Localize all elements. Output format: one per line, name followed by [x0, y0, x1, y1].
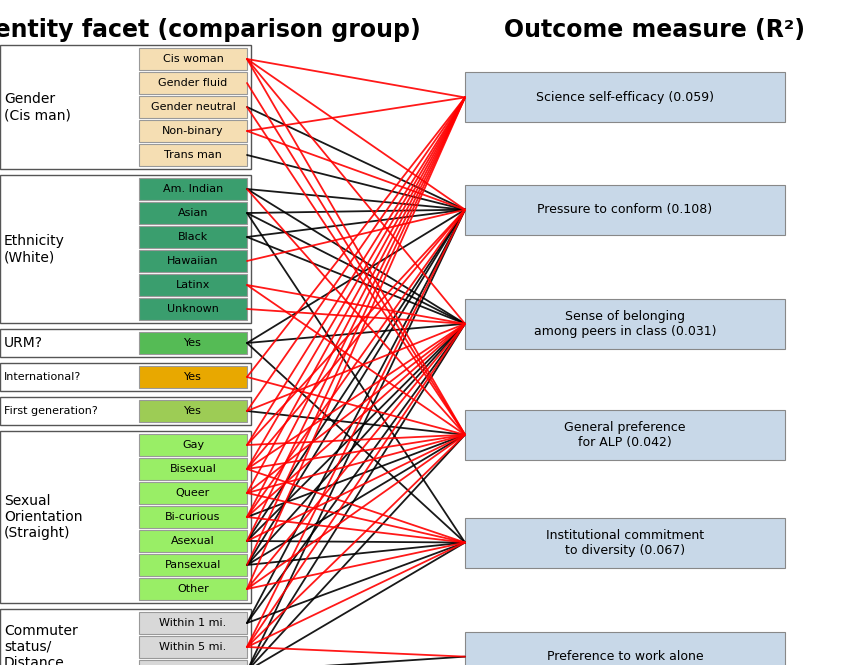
Text: Yes: Yes — [184, 372, 202, 382]
Text: Asian: Asian — [177, 208, 208, 218]
Text: Institutional commitment
to diversity (0.067): Institutional commitment to diversity (0… — [546, 529, 704, 557]
Text: International?: International? — [4, 372, 81, 382]
Text: Yes: Yes — [184, 406, 202, 416]
FancyBboxPatch shape — [139, 178, 247, 200]
FancyBboxPatch shape — [139, 274, 247, 296]
Text: Latinx: Latinx — [176, 280, 210, 290]
Text: Identity facet (comparison group): Identity facet (comparison group) — [0, 18, 421, 42]
FancyBboxPatch shape — [139, 48, 247, 70]
FancyBboxPatch shape — [139, 144, 247, 166]
FancyBboxPatch shape — [139, 506, 247, 528]
Text: Bisexual: Bisexual — [170, 464, 217, 474]
FancyBboxPatch shape — [465, 299, 785, 348]
Text: Science self-efficacy (0.059): Science self-efficacy (0.059) — [536, 91, 714, 104]
FancyBboxPatch shape — [139, 332, 247, 354]
FancyBboxPatch shape — [139, 482, 247, 504]
FancyBboxPatch shape — [465, 632, 785, 665]
Text: Within 5 mi.: Within 5 mi. — [159, 642, 226, 652]
Text: Queer: Queer — [176, 488, 210, 498]
Text: Asexual: Asexual — [171, 536, 215, 546]
FancyBboxPatch shape — [139, 226, 247, 248]
Text: Hawaiian: Hawaiian — [167, 256, 219, 266]
FancyBboxPatch shape — [139, 458, 247, 480]
FancyBboxPatch shape — [139, 636, 247, 658]
FancyBboxPatch shape — [139, 400, 247, 422]
Text: Within 1 mi.: Within 1 mi. — [159, 618, 226, 628]
Text: Gender
(Cis man): Gender (Cis man) — [4, 92, 71, 122]
FancyBboxPatch shape — [139, 578, 247, 600]
Text: Other: Other — [177, 584, 209, 594]
Text: Outcome measure (R²): Outcome measure (R²) — [505, 18, 806, 42]
FancyBboxPatch shape — [139, 434, 247, 456]
FancyBboxPatch shape — [139, 96, 247, 118]
FancyBboxPatch shape — [139, 120, 247, 142]
Text: Gay: Gay — [182, 440, 204, 450]
FancyBboxPatch shape — [139, 72, 247, 94]
FancyBboxPatch shape — [139, 530, 247, 552]
FancyBboxPatch shape — [465, 185, 785, 235]
Text: General preference
for ALP (0.042): General preference for ALP (0.042) — [564, 421, 686, 449]
FancyBboxPatch shape — [139, 612, 247, 634]
FancyBboxPatch shape — [465, 410, 785, 460]
FancyBboxPatch shape — [139, 298, 247, 320]
Text: Black: Black — [178, 232, 208, 242]
Text: Commuter
status/
Distance: Commuter status/ Distance — [4, 624, 78, 665]
Text: Gender fluid: Gender fluid — [159, 78, 228, 88]
FancyBboxPatch shape — [465, 72, 785, 122]
FancyBboxPatch shape — [139, 554, 247, 576]
FancyBboxPatch shape — [139, 202, 247, 224]
Text: Yes: Yes — [184, 338, 202, 348]
Text: Sexual
Orientation
(Straight): Sexual Orientation (Straight) — [4, 494, 82, 540]
Text: Pressure to conform (0.108): Pressure to conform (0.108) — [537, 203, 712, 216]
FancyBboxPatch shape — [465, 517, 785, 567]
Text: First generation?: First generation? — [4, 406, 98, 416]
Text: Gender neutral: Gender neutral — [151, 102, 236, 112]
Text: Cis woman: Cis woman — [163, 54, 224, 64]
Text: Ethnicity
(White): Ethnicity (White) — [4, 234, 65, 264]
FancyBboxPatch shape — [139, 250, 247, 272]
Text: Am. Indian: Am. Indian — [163, 184, 223, 194]
Text: URM?: URM? — [4, 336, 43, 350]
Text: Trans man: Trans man — [164, 150, 222, 160]
Text: Non-binary: Non-binary — [162, 126, 224, 136]
FancyBboxPatch shape — [139, 660, 247, 665]
FancyBboxPatch shape — [139, 366, 247, 388]
Text: Preference to work alone: Preference to work alone — [547, 650, 704, 663]
Text: Pansexual: Pansexual — [165, 560, 221, 570]
Text: Unknown: Unknown — [167, 304, 219, 314]
Text: Sense of belonging
among peers in class (0.031): Sense of belonging among peers in class … — [534, 310, 716, 338]
Text: Bi-curious: Bi-curious — [165, 512, 221, 522]
